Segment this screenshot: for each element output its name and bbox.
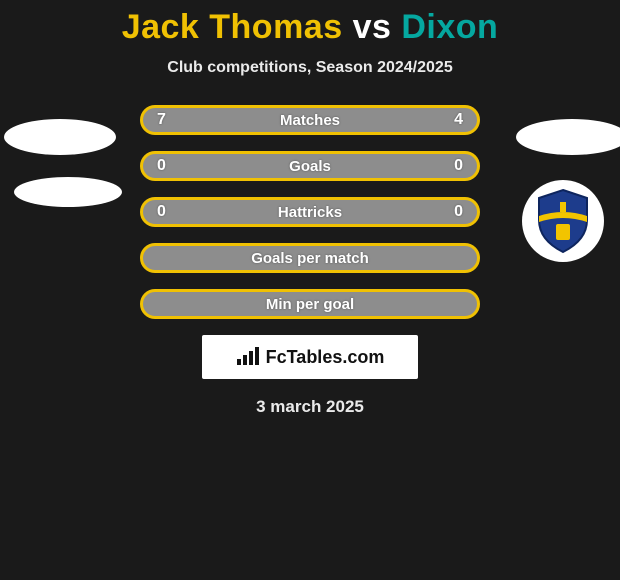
player-right-logo-placeholder-1 bbox=[516, 119, 620, 155]
stat-left-value: 0 bbox=[157, 157, 166, 175]
stat-right-value: 0 bbox=[454, 157, 463, 175]
shield-icon bbox=[533, 188, 593, 254]
player-left-logo-placeholder-1 bbox=[4, 119, 116, 155]
branding-badge[interactable]: FcTables.com bbox=[202, 335, 418, 379]
stat-label: Goals bbox=[289, 158, 331, 175]
player-left-logo-placeholder-2 bbox=[14, 177, 122, 207]
stat-label: Matches bbox=[280, 112, 340, 129]
branding-label: FcTables.com bbox=[266, 347, 385, 368]
stat-label: Min per goal bbox=[266, 296, 354, 313]
stat-label: Hattricks bbox=[278, 204, 342, 221]
page-title: Jack Thomas vs Dixon bbox=[0, 0, 620, 47]
stat-label: Goals per match bbox=[251, 250, 369, 267]
bars-icon bbox=[236, 347, 260, 367]
stat-row-goals: 0 Goals 0 bbox=[140, 151, 480, 181]
stat-left-value: 0 bbox=[157, 203, 166, 221]
stat-right-value: 0 bbox=[454, 203, 463, 221]
club-badge bbox=[522, 180, 604, 262]
stat-row-min-per-goal: Min per goal bbox=[140, 289, 480, 319]
title-player-right: Dixon bbox=[401, 8, 498, 46]
stat-left-value: 7 bbox=[157, 111, 166, 129]
stat-right-value: 4 bbox=[454, 111, 463, 129]
date-label: 3 march 2025 bbox=[0, 397, 620, 417]
title-player-left: Jack Thomas bbox=[122, 8, 343, 46]
stat-row-hattricks: 0 Hattricks 0 bbox=[140, 197, 480, 227]
stat-row-goals-per-match: Goals per match bbox=[140, 243, 480, 273]
stat-row-matches: 7 Matches 4 bbox=[140, 105, 480, 135]
title-vs: vs bbox=[343, 8, 402, 46]
subtitle: Club competitions, Season 2024/2025 bbox=[0, 59, 620, 77]
